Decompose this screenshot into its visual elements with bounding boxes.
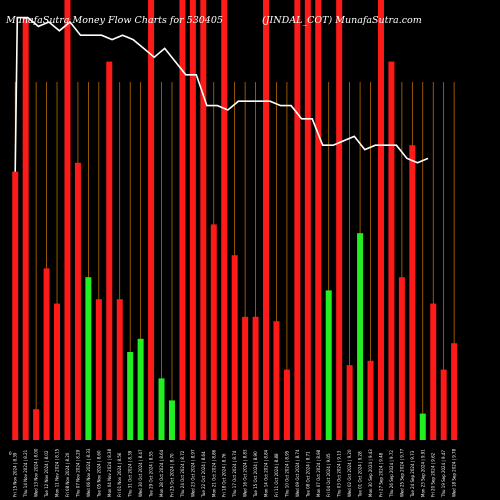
chart-title: MunafaSutra Money Flow Charts for 530405 <box>5 15 223 26</box>
flow-line-path <box>14 16 429 172</box>
y-axis-zero-label: 0 <box>9 451 12 456</box>
bar <box>158 378 165 440</box>
x-tick-label: Tue 05 Nov 2024 | 8.60 <box>96 450 101 498</box>
x-tick-label: Thu 31 Oct 2024 | 8.39 <box>128 450 133 498</box>
bar <box>419 413 426 440</box>
x-tick-label: Tue 15 Oct 2024 | 8.90 <box>253 451 258 498</box>
bar <box>325 290 332 440</box>
x-tick-label: Thu 14 Nov 2024 | 8.21 <box>23 449 28 498</box>
bar <box>367 360 374 440</box>
bar <box>377 0 384 440</box>
bar <box>74 162 81 441</box>
x-tick-label: Tue 12 Nov 2024 | 8.02 <box>44 450 49 498</box>
bar <box>168 400 175 440</box>
bar <box>294 0 301 440</box>
x-tick-label: Fri 20 Sep 2024 | 9.62 <box>431 452 436 497</box>
bar <box>263 0 270 440</box>
x-tick-label: Wed 18 Sep 2024 | 9.78 <box>452 448 457 497</box>
bar <box>200 0 207 440</box>
x-tick-label: Wed 30 Oct 2024 | 8.47 <box>138 449 143 497</box>
bar <box>336 0 343 440</box>
bar <box>357 233 364 440</box>
bar <box>137 338 144 440</box>
x-tick-label: Mon 21 Oct 2024 | 8.86 <box>211 449 216 497</box>
x-tick-label: Mon 14 Oct 2024 | 8.84 <box>264 449 269 497</box>
x-axis-labels: Fri 15 Nov 2024 | 8.39 Thu 14 Nov 2024 | … <box>13 448 457 498</box>
x-tick-label: Fri 15 Nov 2024 | 8.39 <box>13 452 18 497</box>
bar <box>116 299 123 440</box>
x-tick-label: Thu 24 Oct 2024 | 8.72 <box>180 450 185 498</box>
x-tick-label: Fri 18 Oct 2024 | 8.76 <box>222 453 227 497</box>
x-tick-label: Thu 07 Nov 2024 | 8.29 <box>75 449 80 498</box>
x-tick-label: Fri 08 Nov 2024 | 8.20 <box>65 452 70 497</box>
bar <box>43 268 50 440</box>
x-tick-label: Tue 29 Oct 2024 | 8.55 <box>149 451 154 498</box>
x-tick-label: Wed 23 Oct 2024 | 8.97 <box>190 449 195 497</box>
x-tick-label: Wed 02 Oct 2024 | 9.20 <box>347 449 352 497</box>
x-tick-label: Tue 01 Oct 2024 | 9.28 <box>358 451 363 498</box>
bar <box>33 409 40 440</box>
bar <box>283 369 290 440</box>
site-label: (JINDAL_COT) MunafaSutra.com <box>262 15 422 26</box>
x-tick-label: Thu 03 Oct 2024 | 9.13 <box>337 450 342 498</box>
flow-line <box>14 16 429 172</box>
x-tick-label: Thu 19 Sep 2024 | 9.47 <box>441 450 446 498</box>
x-tick-label: Tue 24 Sep 2024 | 9.73 <box>410 450 415 498</box>
x-tick-label: Wed 16 Oct 2024 | 8.83 <box>243 449 248 497</box>
bar <box>106 61 113 440</box>
x-tick-label: Tue 08 Oct 2024 | 8.71 <box>305 451 310 498</box>
bar <box>273 321 280 440</box>
bar <box>346 365 353 440</box>
x-tick-label: Fri 11 Oct 2024 | 8.88 <box>274 453 279 497</box>
x-tick-label: Wed 13 Nov 2024 | 8.00 <box>34 448 39 497</box>
bar <box>189 0 196 440</box>
bar <box>409 145 416 440</box>
x-tick-label: Tue 22 Oct 2024 | 8.64 <box>201 451 206 498</box>
x-tick-label: Fri 04 Oct 2024 | 9.05 <box>326 453 331 497</box>
bar <box>304 0 311 440</box>
x-tick-label: Fri 25 Oct 2024 | 8.70 <box>169 453 174 497</box>
bar <box>388 61 395 440</box>
bar <box>430 303 437 440</box>
bar <box>451 343 458 440</box>
x-tick-label: Thu 10 Oct 2024 | 8.95 <box>284 450 289 498</box>
bar <box>315 0 322 440</box>
x-tick-label: Thu 26 Sep 2024 | 9.72 <box>389 450 394 498</box>
x-tick-label: Mon 04 Nov 2024 | 8.38 <box>107 448 112 497</box>
x-tick-label: Thu 17 Oct 2024 | 8.74 <box>232 450 237 498</box>
bar <box>54 303 61 440</box>
bar <box>127 352 134 440</box>
bar <box>242 316 249 440</box>
bar <box>440 369 447 440</box>
bar <box>231 255 238 440</box>
x-tick-label: Mon 23 Sep 2024 | 9.91 <box>420 449 425 497</box>
x-tick-label: Wed 06 Nov 2024 | 8.33 <box>86 448 91 497</box>
x-tick-label: Wed 25 Sep 2024 | 9.77 <box>399 448 404 497</box>
bar <box>398 277 405 440</box>
x-tick-label: Fri 01 Nov 2024 | 8.56 <box>117 452 122 497</box>
x-tick-label: Mon 11 Nov 2024 | 8.15 <box>55 448 60 497</box>
bar <box>64 0 71 440</box>
x-tick-label: Mon 28 Oct 2024 | 8.64 <box>159 449 164 497</box>
bar <box>221 0 228 440</box>
x-tick-label: Wed 09 Oct 2024 | 8.74 <box>295 449 300 497</box>
bar <box>85 277 92 440</box>
bar <box>179 0 186 440</box>
bar <box>95 299 102 440</box>
x-tick-label: Mon 30 Sep 2024 | 9.43 <box>368 449 373 497</box>
bar <box>22 17 29 440</box>
bar <box>12 171 19 440</box>
x-tick-label: Mon 07 Oct 2024 | 8.98 <box>316 449 321 497</box>
bar <box>252 316 259 440</box>
x-tick-label: Fri 27 Sep 2024 | 9.48 <box>378 452 383 497</box>
bar <box>148 0 155 440</box>
bar <box>210 224 217 440</box>
bar-series <box>12 0 458 441</box>
